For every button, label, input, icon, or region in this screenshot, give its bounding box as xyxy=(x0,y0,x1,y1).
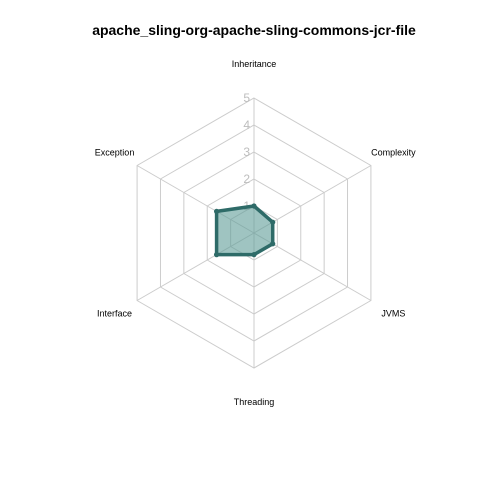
tick-label-3: 3 xyxy=(243,145,250,159)
data-point-inheritance xyxy=(251,203,257,209)
axis-label-threading: Threading xyxy=(234,397,275,407)
data-point-interface xyxy=(213,252,220,258)
axis-label-exception: Exception xyxy=(95,148,135,158)
tick-label-2: 2 xyxy=(243,172,250,186)
tick-layer: 12345 xyxy=(243,91,250,213)
data-layer xyxy=(213,203,276,258)
axis-label-inheritance: Inheritance xyxy=(232,59,277,69)
tick-label-5: 5 xyxy=(243,91,250,105)
chart-title: apache_sling-org-apache-sling-commons-jc… xyxy=(92,22,416,38)
axis-label-jvms: JVMS xyxy=(381,309,405,319)
data-point-jvms xyxy=(270,241,276,247)
axis-label-interface: Interface xyxy=(97,309,132,319)
data-point-complexity xyxy=(270,219,276,225)
data-point-threading xyxy=(251,252,257,258)
axis-label-complexity: Complexity xyxy=(371,148,416,158)
series-polygon xyxy=(214,204,275,257)
tick-label-4: 4 xyxy=(243,118,250,132)
label-layer: Inheritance Complexity JVMS Threading Interf… xyxy=(95,59,416,407)
data-point-exception xyxy=(213,208,220,214)
